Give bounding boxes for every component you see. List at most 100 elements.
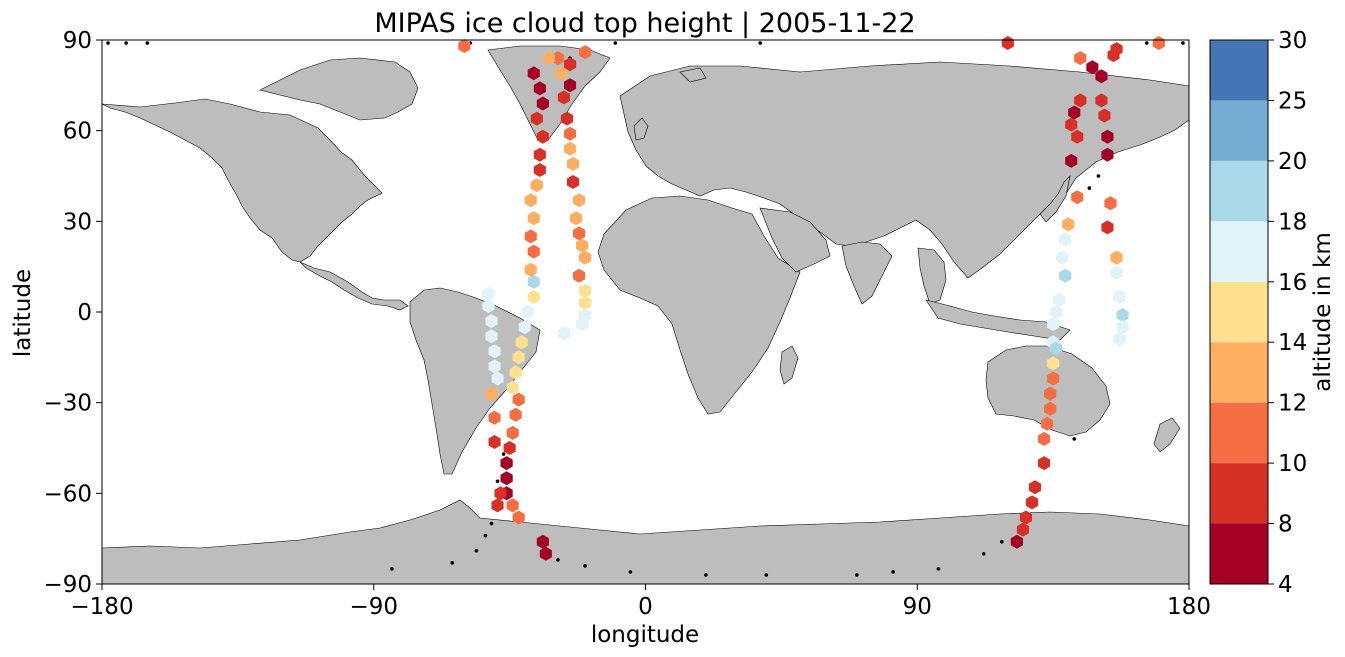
land-madagascar — [779, 345, 799, 385]
colorbar-ticks: 4 8 10 12 14 16 18 20 25 30 — [1268, 28, 1307, 598]
cloud-marker — [560, 111, 574, 126]
colorbar-label: altitude in km — [1310, 232, 1336, 392]
land-south-america — [409, 287, 541, 475]
track-point — [501, 452, 506, 456]
colorbar-tick-label: 14 — [1278, 330, 1307, 356]
y-axis-ticks: −90 −60 −30 0 30 60 90 — [43, 28, 102, 598]
colorbar-bin — [1210, 100, 1268, 161]
cloud-marker — [1010, 534, 1023, 549]
cloud-marker — [1068, 105, 1081, 120]
cloud-marker — [579, 250, 592, 265]
colorbar-bin — [1210, 342, 1268, 403]
cloud-marker — [564, 57, 577, 72]
y-axis-label: latitude — [10, 269, 36, 357]
cloud-marker — [530, 178, 543, 193]
colorbar-bin — [1210, 463, 1268, 524]
cloud-marker — [1047, 356, 1060, 371]
colorbar-tick-label: 12 — [1278, 391, 1307, 417]
cloud-marker — [527, 66, 540, 81]
cloud-marker — [1047, 371, 1060, 386]
cloud-marker — [482, 286, 495, 301]
cloud-marker — [1101, 147, 1114, 162]
cloud-marker — [1059, 232, 1072, 247]
cloud-marker — [1065, 117, 1078, 132]
cloud-marker — [509, 407, 522, 422]
cloud-marker — [488, 410, 501, 425]
cloud-marker — [1038, 456, 1051, 471]
track-point — [613, 41, 618, 45]
colorbar-bin — [1210, 523, 1268, 584]
cloud-marker — [570, 211, 583, 226]
track-point — [106, 41, 110, 45]
cloud-marker — [512, 350, 525, 365]
cloud-marker — [527, 211, 540, 226]
cloud-marker — [533, 147, 546, 162]
cloud-marker — [1019, 510, 1032, 525]
cloud-marker — [564, 126, 577, 141]
track-point — [583, 564, 587, 568]
track-point — [390, 567, 394, 571]
land-canadian-arctic — [259, 57, 419, 121]
cloud-marker — [1038, 431, 1051, 446]
x-axis-ticks: −180 −90 0 90 180 — [70, 584, 1211, 620]
colorbar-tick-label: 4 — [1278, 572, 1293, 598]
x-axis-label: longitude — [591, 622, 699, 648]
cloud-marker — [579, 295, 592, 310]
colorbar-bin — [1210, 160, 1268, 222]
cloud-marker — [1110, 265, 1123, 280]
cloud-marker — [527, 244, 540, 259]
cloud-marker — [1113, 289, 1126, 304]
cloud-marker — [573, 193, 586, 208]
cloud-marker — [567, 156, 580, 171]
cloud-marker — [530, 111, 543, 126]
cloud-marker — [527, 274, 540, 289]
cloud-marker — [1028, 480, 1042, 495]
cloud-marker — [1086, 60, 1099, 75]
cloud-marker — [1104, 196, 1117, 211]
land-svalbard — [679, 67, 707, 83]
track-point — [999, 539, 1004, 544]
land-southeast-asia — [917, 247, 947, 305]
cloud-marker — [573, 226, 586, 241]
cloud-marker — [1065, 153, 1078, 168]
track-point — [1144, 41, 1149, 45]
x-tick-label: 90 — [903, 594, 932, 620]
cloud-marker — [539, 546, 552, 561]
land-new-zealand — [1153, 417, 1181, 453]
cloud-marker — [1071, 129, 1084, 144]
cloud-marker — [521, 305, 534, 319]
colorbar-tick-label: 18 — [1278, 209, 1307, 235]
cloud-marker — [564, 78, 577, 93]
cloud-marker — [485, 329, 498, 344]
cloud-marker — [1056, 250, 1069, 265]
track-point — [628, 570, 633, 574]
x-tick-label: −90 — [349, 594, 398, 620]
track-point — [556, 558, 560, 562]
y-tick-label: −30 — [43, 391, 92, 417]
cloud-marker — [524, 193, 537, 208]
colorbar-tick-label: 25 — [1278, 88, 1307, 114]
cloud-marker — [1059, 268, 1072, 283]
cloud-marker — [515, 335, 528, 350]
cloud-marker — [506, 380, 519, 395]
cloud-marker — [579, 45, 592, 60]
track-point — [450, 561, 455, 565]
cloud-marker — [1050, 341, 1063, 356]
colorbar-frame — [1209, 39, 1269, 585]
cloud-marker — [524, 229, 537, 244]
track-point — [495, 479, 500, 484]
cloud-marker — [512, 392, 525, 407]
cloud-marker — [1071, 190, 1084, 205]
cloud-marker — [1095, 93, 1108, 108]
map-area — [101, 36, 1190, 585]
track-point — [855, 573, 859, 577]
cloud-marker — [494, 486, 507, 501]
y-tick-label: 0 — [77, 300, 92, 326]
cloud-marker — [1044, 386, 1057, 401]
cloud-marker — [557, 326, 570, 341]
cloud-marker — [573, 268, 586, 283]
colorbar-bin — [1210, 402, 1268, 464]
track-point — [758, 41, 763, 45]
cloud-marker — [518, 320, 531, 335]
x-tick-label: −180 — [70, 594, 133, 620]
